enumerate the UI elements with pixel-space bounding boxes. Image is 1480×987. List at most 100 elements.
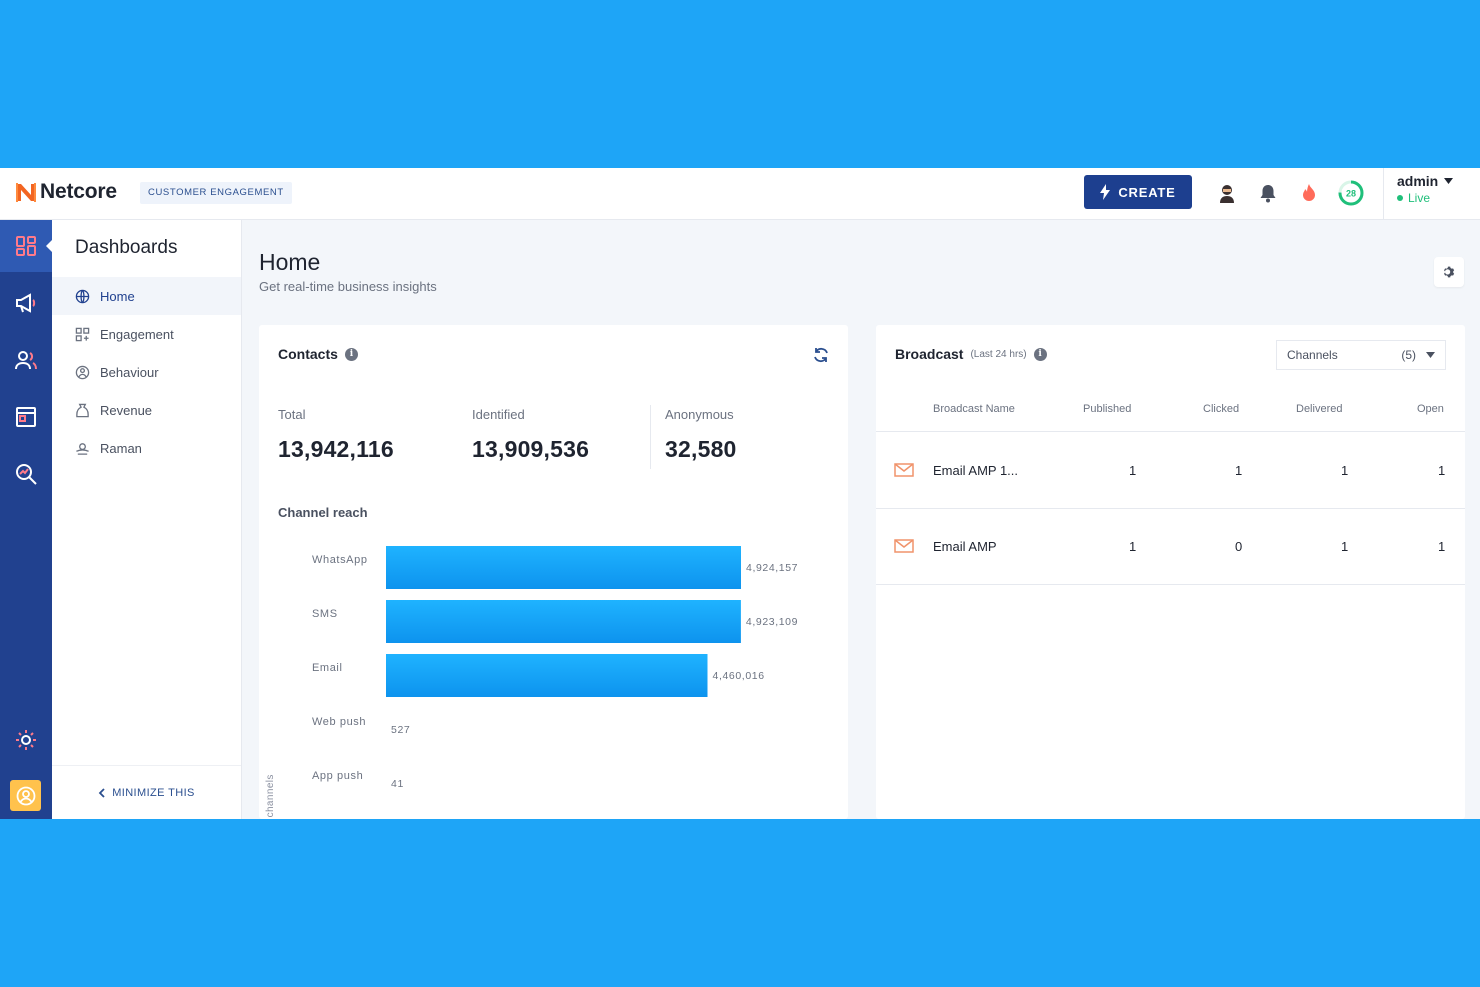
- report-icon: [16, 407, 36, 427]
- column-header[interactable]: Published: [1083, 403, 1132, 415]
- agent-icon[interactable]: [1215, 181, 1239, 205]
- sidebar-item-label: Raman: [100, 440, 142, 456]
- bar-category-label: Web push: [312, 716, 366, 728]
- caret-down-icon: [1444, 178, 1454, 184]
- minimize-label: MINIMIZE THIS: [112, 786, 195, 799]
- progress-ring-icon[interactable]: 28: [1337, 179, 1365, 207]
- sidebar-item-behaviour[interactable]: Behaviour: [52, 353, 241, 391]
- broadcast-name[interactable]: Email AMP: [933, 539, 997, 554]
- sidebar-item-engagement[interactable]: Engagement: [52, 315, 241, 353]
- sidebar-item-revenue[interactable]: Revenue: [52, 391, 241, 429]
- engagement-icon: [74, 326, 90, 342]
- brand-logo[interactable]: Netcore: [14, 180, 117, 204]
- stat-value: 13,909,536: [472, 436, 590, 462]
- rail-campaigns[interactable]: [0, 277, 52, 329]
- rail-contacts[interactable]: [0, 334, 52, 386]
- column-header[interactable]: Clicked: [1203, 403, 1240, 415]
- lightning-icon: [1100, 184, 1111, 200]
- broadcast-subtitle: (Last 24 hrs): [970, 348, 1027, 360]
- bar-value-label: 4,923,109: [746, 616, 798, 628]
- bell-icon[interactable]: [1256, 181, 1280, 205]
- contacts-card: Contacts i Total 13,942,116 Identified 1…: [259, 325, 848, 819]
- info-icon[interactable]: i: [1033, 347, 1047, 361]
- stat-label: Identified: [472, 407, 525, 422]
- table-row[interactable]: Email AMP 1... 1 1 1 1: [876, 433, 1465, 509]
- contacts-title: Contacts: [278, 346, 338, 362]
- open-count: 1: [1438, 463, 1446, 478]
- bar-value-label: 4,460,016: [713, 670, 765, 682]
- rail-analyze[interactable]: [0, 448, 52, 500]
- rail-reports[interactable]: [0, 391, 52, 443]
- contacts-header: Contacts i: [278, 346, 358, 362]
- page-subtitle: Get real-time business insights: [259, 279, 437, 294]
- dashboards-sidebar: Dashboards Home Engagement Behaviour Rev…: [52, 220, 242, 819]
- stat-identified: Identified 13,909,536: [472, 407, 589, 463]
- stat-value: 13,942,116: [278, 436, 394, 462]
- sidebar-item-label: Engagement: [100, 326, 174, 342]
- broadcast-title: Broadcast: [895, 346, 964, 362]
- broadcast-table-header: Broadcast Name Published Clicked Deliver…: [876, 389, 1465, 432]
- broadcast-name[interactable]: Email AMP 1...: [933, 463, 1019, 478]
- sidebar-item-home[interactable]: Home: [52, 277, 241, 315]
- channel-reach-title: Channel reach: [278, 505, 368, 520]
- bar-category-label: Email: [312, 662, 343, 674]
- rail-settings[interactable]: [0, 714, 52, 766]
- channels-select[interactable]: Channels (5): [1276, 340, 1446, 370]
- users-icon: [15, 351, 37, 370]
- delivered-count: 1: [1341, 463, 1349, 478]
- bar-email[interactable]: [386, 654, 708, 697]
- bar-sms[interactable]: [386, 600, 741, 643]
- page-settings-button[interactable]: [1434, 257, 1464, 287]
- caret-down-icon: [1426, 352, 1435, 358]
- stat-total: Total 13,942,116: [278, 407, 394, 463]
- megaphone-icon: [16, 293, 36, 313]
- bar-value-label: 527: [391, 724, 410, 736]
- published-count: 1: [1129, 463, 1137, 478]
- minimize-sidebar-button[interactable]: MINIMIZE THIS: [52, 765, 241, 819]
- channels-select-label: Channels: [1287, 348, 1338, 362]
- user-menu[interactable]: admin Live: [1383, 168, 1454, 220]
- user-status: Live: [1397, 191, 1453, 205]
- refresh-icon[interactable]: [812, 346, 830, 364]
- custom-dashboard-icon: [74, 440, 90, 456]
- chevron-left-icon: [98, 787, 105, 798]
- user-status-label: Live: [1408, 191, 1431, 205]
- info-icon[interactable]: i: [344, 347, 358, 361]
- flame-icon[interactable]: [1297, 181, 1321, 205]
- bar-value-label: 41: [391, 778, 404, 790]
- column-header[interactable]: Delivered: [1296, 403, 1343, 415]
- published-count: 1: [1129, 539, 1137, 554]
- mail-icon: [894, 539, 914, 553]
- channel-reach-chart: WhatsApp 4,924,157 SMS 4,923,109 Email 4,460,…: [312, 546, 798, 790]
- progress-badge: 28: [1346, 189, 1356, 199]
- sidebar-item-label: Home: [100, 288, 135, 304]
- product-tag[interactable]: CUSTOMER ENGAGEMENT: [140, 182, 292, 204]
- stat-label: Anonymous: [665, 407, 734, 422]
- bar-value-label: 4,924,157: [746, 562, 798, 574]
- open-count: 1: [1438, 539, 1446, 554]
- sidebar-item-label: Behaviour: [100, 364, 159, 380]
- column-header[interactable]: Broadcast Name: [933, 403, 1015, 415]
- bar-category-label: WhatsApp: [312, 554, 368, 566]
- stat-anonymous: Anonymous 32,580: [665, 407, 737, 463]
- brand-name: Netcore: [40, 180, 117, 203]
- sidebar-item-raman[interactable]: Raman: [52, 429, 241, 467]
- gear-icon: [1444, 266, 1455, 278]
- top-bar: Netcore CUSTOMER ENGAGEMENT CREATE 28 ad…: [0, 168, 1480, 220]
- user-name: admin: [1397, 173, 1439, 189]
- stat-value: 32,580: [665, 436, 737, 462]
- column-header[interactable]: Open: [1417, 403, 1444, 415]
- clicked-count: 1: [1235, 463, 1243, 478]
- bar-whatsapp[interactable]: [386, 546, 741, 589]
- app-window: Netcore CUSTOMER ENGAGEMENT CREATE 28 ad…: [0, 168, 1480, 819]
- rail-dashboard[interactable]: [0, 220, 52, 272]
- sidebar-item-label: Revenue: [100, 402, 153, 418]
- left-rail: [0, 220, 52, 819]
- profile-avatar[interactable]: [10, 780, 41, 811]
- table-row[interactable]: Email AMP 1 0 1 1: [876, 509, 1465, 585]
- create-button[interactable]: CREATE: [1084, 175, 1192, 209]
- revenue-icon: [74, 402, 90, 418]
- stat-divider: [650, 405, 651, 469]
- sidebar-title: Dashboards: [75, 237, 178, 258]
- broadcast-header: Broadcast (Last 24 hrs) i: [895, 346, 1047, 362]
